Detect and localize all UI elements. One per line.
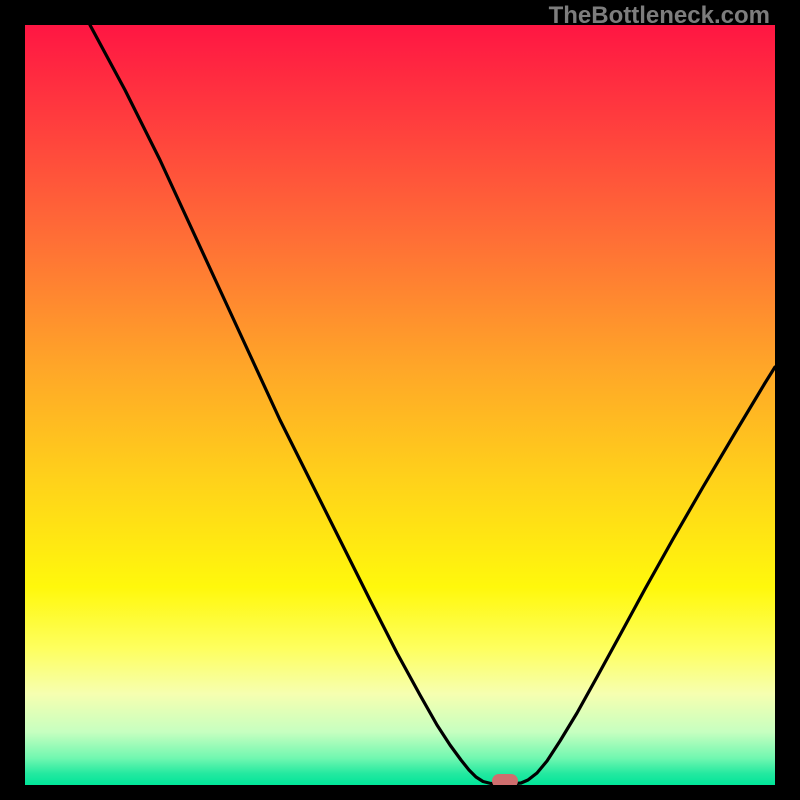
optimal-point-marker xyxy=(492,774,518,785)
bottleneck-curve-layer xyxy=(25,25,775,785)
watermark-text: TheBottleneck.com xyxy=(549,2,770,30)
plot-area xyxy=(25,25,775,785)
bottleneck-curve xyxy=(90,25,775,784)
